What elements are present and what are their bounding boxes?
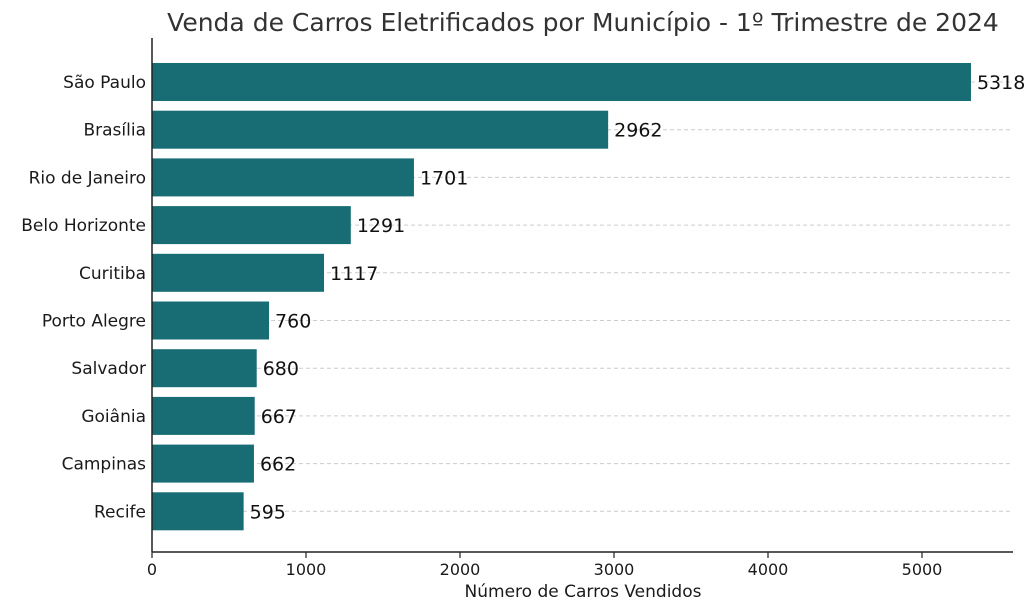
bar	[152, 158, 414, 197]
category-labels: São Paulo Brasília Rio de Janeiro Belo Hori…	[21, 73, 146, 522]
bar	[152, 301, 270, 340]
bar	[152, 444, 254, 483]
x-tick-label: 1000	[286, 560, 327, 579]
x-tick-label: 5000	[902, 560, 943, 579]
bars	[152, 63, 971, 531]
value-label: 680	[263, 358, 299, 380]
category-label: São Paulo	[63, 73, 146, 93]
x-tick-label: 4000	[748, 560, 789, 579]
category-label: Goiânia	[81, 407, 146, 427]
bar	[152, 110, 609, 149]
bar	[152, 63, 971, 101]
value-label: 662	[260, 454, 296, 476]
value-labels: 5318 2962 1701 1291 1117 760 680 667 662 595	[250, 72, 1024, 523]
x-ticks: 0 1000 2000 3000 4000 5000	[147, 552, 942, 579]
x-tick-label: 2000	[440, 560, 481, 579]
x-tick-label: 3000	[594, 560, 635, 579]
bar	[152, 349, 257, 388]
category-label: Recife	[94, 502, 146, 522]
value-label: 1291	[357, 215, 405, 237]
value-label: 760	[275, 311, 311, 333]
category-label: Campinas	[62, 455, 147, 475]
value-label: 595	[250, 501, 286, 523]
category-label: Salvador	[71, 359, 146, 379]
category-label: Rio de Janeiro	[29, 168, 146, 188]
category-label: Brasília	[83, 121, 146, 141]
x-axis-label: Número de Carros Vendidos	[465, 582, 702, 602]
category-label: Belo Horizonte	[21, 216, 146, 236]
bar	[152, 396, 255, 435]
value-label: 5318	[977, 72, 1024, 94]
value-label: 1117	[330, 263, 378, 285]
category-label: Curitiba	[79, 264, 146, 284]
category-label: Porto Alegre	[42, 312, 146, 332]
value-label: 1701	[420, 167, 468, 189]
value-label: 2962	[614, 120, 662, 142]
chart-title: Venda de Carros Eletrificados por Municí…	[167, 8, 999, 37]
bar	[152, 492, 244, 531]
x-tick-label: 0	[147, 560, 157, 579]
bar	[152, 253, 325, 292]
value-label: 667	[261, 406, 297, 428]
bar	[152, 206, 351, 245]
